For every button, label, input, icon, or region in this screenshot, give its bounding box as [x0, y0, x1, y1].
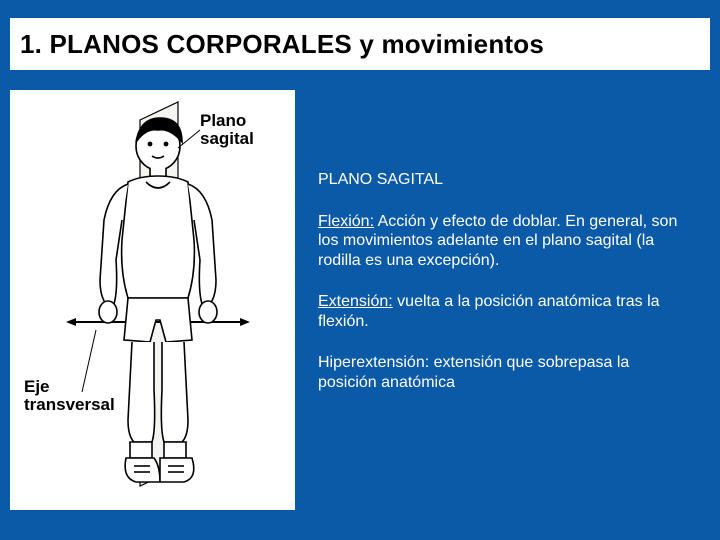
- term-flexion: Flexión:: [318, 213, 374, 230]
- content-subtitle: PLANO SAGITAL: [318, 170, 688, 190]
- label-plano-sagital: Plano sagital: [200, 112, 254, 148]
- label-eje-transversal: Eje transversal: [24, 378, 115, 414]
- definition-hiperextension: Hiperextensión: extensión que sobrepasa …: [318, 353, 688, 392]
- label-eje-line1: Eje: [24, 377, 50, 396]
- slide-title: 1. PLANOS CORPORALES y movimientos: [20, 29, 544, 60]
- definition-flexion: Flexión: Acción y efecto de doblar. En g…: [318, 212, 688, 271]
- label-plano-line2: sagital: [200, 129, 254, 148]
- title-bar: 1. PLANOS CORPORALES y movimientos: [10, 18, 710, 70]
- term-hiperextension: Hiperextensión:: [318, 354, 429, 371]
- term-extension: Extensión:: [318, 293, 393, 310]
- label-eje-line2: transversal: [24, 395, 115, 414]
- anatomy-figure: Plano sagital Eje transversal: [10, 90, 295, 510]
- slide: 1. PLANOS CORPORALES y movimientos: [0, 0, 720, 540]
- label-plano-line1: Plano: [200, 111, 246, 130]
- text-content: PLANO SAGITAL Flexión: Acción y efecto d…: [318, 170, 688, 414]
- definition-extension: Extensión: vuelta a la posición anatómic…: [318, 292, 688, 331]
